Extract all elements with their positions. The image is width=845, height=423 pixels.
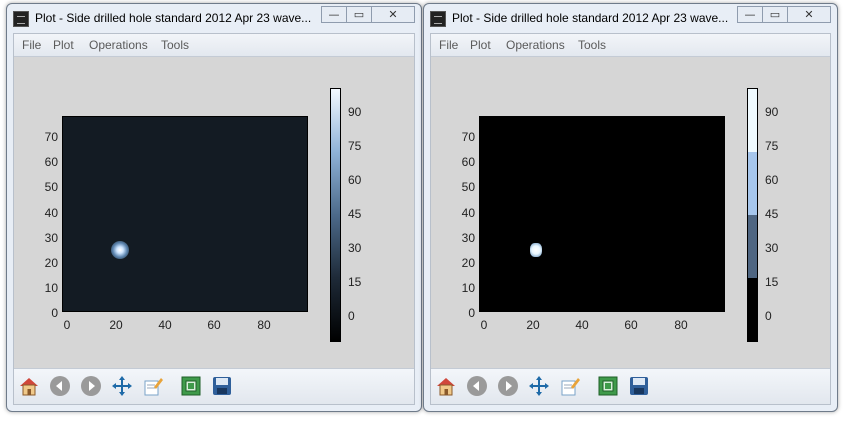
save-icon[interactable] [627, 374, 651, 398]
edit-icon[interactable] [141, 374, 165, 398]
colorbar-tick: 30 [765, 241, 779, 255]
heatmap-plot[interactable] [479, 116, 725, 312]
menu-operations[interactable]: Operations [506, 38, 565, 52]
colorbar-tick: 30 [348, 241, 362, 255]
menu-tools[interactable]: Tools [578, 38, 607, 52]
y-tick-label: 70 [461, 130, 475, 144]
menu-tools[interactable]: Tools [161, 38, 190, 52]
heatmap-plot[interactable] [62, 116, 308, 312]
plot-window-right: Plot - Side drilled hole standard 2012 A… [423, 3, 838, 412]
x-tick-label: 0 [63, 318, 71, 332]
colorbar-tick: 0 [765, 309, 772, 323]
colorbar-tick: 90 [348, 105, 362, 119]
zoom-fit-icon[interactable] [179, 374, 203, 398]
home-icon[interactable] [17, 374, 41, 398]
x-tick-label: 60 [207, 318, 221, 332]
colorbar [747, 88, 758, 342]
y-tick-label: 40 [44, 206, 58, 220]
colorbar-tick: 75 [348, 139, 362, 153]
menu-operations[interactable]: Operations [89, 38, 148, 52]
plot-toolbar [14, 368, 414, 404]
colorbar-tick: 15 [348, 275, 362, 289]
home-icon[interactable] [434, 374, 458, 398]
colorbar-tick: 45 [348, 207, 362, 221]
y-tick-label: 0 [51, 306, 58, 320]
plot-toolbar [431, 368, 830, 404]
title-bar[interactable]: Plot - Side drilled hole standard 2012 A… [424, 4, 837, 32]
colorbar-tick: 75 [765, 139, 779, 153]
y-tick-label: 20 [44, 256, 58, 270]
restore-button[interactable]: ▭ [346, 6, 372, 23]
x-tick-label: 20 [526, 318, 540, 332]
colorbar-tick: 15 [765, 275, 779, 289]
y-tick-label: 60 [461, 155, 475, 169]
hole-hotspot [530, 243, 542, 257]
x-tick-label: 80 [674, 318, 688, 332]
colorbar-tick: 45 [765, 207, 779, 221]
hole-hotspot [111, 241, 129, 259]
window-client: File Plot Operations Tools 70 60 50 40 3… [430, 33, 831, 405]
x-tick-label: 40 [158, 318, 172, 332]
colorbar-tick: 60 [348, 173, 362, 187]
zoom-fit-icon[interactable] [596, 374, 620, 398]
y-tick-label: 50 [44, 180, 58, 194]
menu-plot[interactable]: Plot [470, 38, 491, 52]
menu-bar: File Plot Operations Tools [14, 34, 414, 57]
plot-window-left: Plot - Side drilled hole standard 2012 A… [6, 3, 422, 412]
close-button[interactable]: ✕ [371, 6, 415, 23]
window-title: Plot - Side drilled hole standard 2012 A… [35, 11, 312, 25]
menu-file[interactable]: File [439, 38, 459, 52]
window-title: Plot - Side drilled hole standard 2012 A… [452, 11, 729, 25]
y-tick-label: 30 [44, 231, 58, 245]
x-tick-label: 60 [624, 318, 638, 332]
colorbar [330, 88, 341, 342]
menu-bar: File Plot Operations Tools [431, 34, 830, 57]
forward-icon[interactable] [496, 374, 520, 398]
y-tick-label: 10 [44, 281, 58, 295]
x-tick-label: 80 [257, 318, 271, 332]
y-tick-label: 50 [461, 180, 475, 194]
app-icon [430, 11, 446, 27]
back-icon[interactable] [48, 374, 72, 398]
minimize-button[interactable]: — [321, 6, 347, 23]
y-tick-label: 60 [44, 155, 58, 169]
edit-icon[interactable] [558, 374, 582, 398]
y-tick-label: 30 [461, 231, 475, 245]
y-tick-label: 20 [461, 256, 475, 270]
save-icon[interactable] [210, 374, 234, 398]
x-tick-label: 0 [480, 318, 488, 332]
close-button[interactable]: ✕ [787, 6, 831, 23]
restore-button[interactable]: ▭ [762, 6, 788, 23]
x-tick-label: 40 [575, 318, 589, 332]
menu-plot[interactable]: Plot [53, 38, 74, 52]
minimize-button[interactable]: — [737, 6, 763, 23]
menu-file[interactable]: File [22, 38, 42, 52]
x-tick-label: 20 [109, 318, 123, 332]
title-bar[interactable]: Plot - Side drilled hole standard 2012 A… [7, 4, 421, 32]
forward-icon[interactable] [79, 374, 103, 398]
colorbar-tick: 90 [765, 105, 779, 119]
app-icon [13, 11, 29, 27]
colorbar-tick: 60 [765, 173, 779, 187]
pan-icon[interactable] [527, 374, 551, 398]
y-tick-label: 40 [461, 206, 475, 220]
colorbar-tick: 0 [348, 309, 355, 323]
y-tick-label: 0 [468, 306, 475, 320]
window-client: File Plot Operations Tools 70 60 50 40 3… [13, 33, 415, 405]
y-tick-label: 70 [44, 130, 58, 144]
y-tick-label: 10 [461, 281, 475, 295]
pan-icon[interactable] [110, 374, 134, 398]
back-icon[interactable] [465, 374, 489, 398]
